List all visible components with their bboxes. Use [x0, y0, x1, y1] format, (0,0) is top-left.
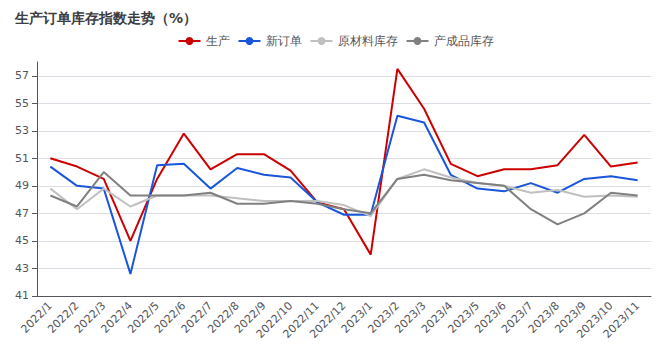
svg-text:新订单: 新订单	[266, 34, 302, 48]
svg-text:41: 41	[15, 289, 29, 302]
svg-text:2023/5: 2023/5	[445, 299, 483, 336]
svg-text:2022/4: 2022/4	[98, 299, 135, 336]
svg-text:原材料库存: 原材料库存	[338, 34, 398, 48]
svg-text:2023/4: 2023/4	[418, 299, 456, 336]
svg-text:47: 47	[15, 207, 29, 220]
svg-text:2022/9: 2022/9	[232, 299, 269, 336]
svg-text:2022/2: 2022/2	[45, 299, 82, 336]
svg-text:49: 49	[15, 179, 29, 192]
svg-text:2023/2: 2023/2	[365, 299, 402, 336]
svg-text:2022/5: 2022/5	[125, 299, 162, 336]
svg-text:2023/7: 2023/7	[498, 299, 536, 336]
svg-text:2022/8: 2022/8	[205, 299, 242, 336]
svg-text:2022/3: 2022/3	[71, 299, 109, 336]
svg-text:2023/6: 2023/6	[472, 299, 509, 336]
svg-text:57: 57	[15, 69, 29, 82]
svg-text:2023/3: 2023/3	[392, 299, 429, 336]
svg-text:43: 43	[15, 262, 29, 275]
svg-text:2023/10: 2023/10	[574, 299, 616, 341]
svg-text:2023/11: 2023/11	[601, 299, 642, 340]
svg-text:45: 45	[15, 234, 29, 247]
svg-text:2023/8: 2023/8	[525, 299, 563, 336]
svg-text:2022/7: 2022/7	[178, 299, 216, 336]
svg-text:2022/11: 2022/11	[280, 299, 322, 341]
svg-text:51: 51	[15, 152, 29, 165]
svg-text:2023/1: 2023/1	[338, 299, 376, 336]
svg-text:生产: 生产	[206, 34, 230, 48]
svg-text:产成品库存: 产成品库存	[434, 34, 494, 48]
svg-text:55: 55	[15, 97, 29, 110]
svg-text:2022/1: 2022/1	[18, 299, 55, 336]
svg-text:2022/10: 2022/10	[253, 299, 296, 341]
svg-text:2022/6: 2022/6	[151, 299, 189, 336]
svg-text:2023/9: 2023/9	[552, 299, 589, 336]
svg-text:53: 53	[15, 124, 29, 137]
svg-text:生产订单库存指数走势（%）: 生产订单库存指数走势（%）	[14, 10, 197, 26]
svg-text:2022/12: 2022/12	[307, 299, 348, 340]
